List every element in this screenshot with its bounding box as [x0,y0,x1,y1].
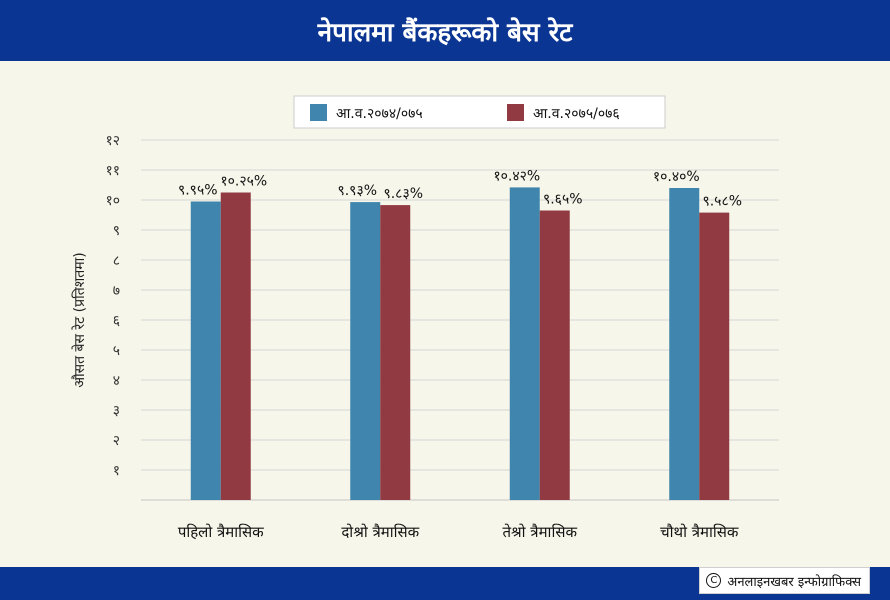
data-label: ९.५८% [702,194,742,210]
legend-label: आ.व.२०७४/०७५ [336,106,423,122]
x-category-label: तेश्रो त्रैमासिक [502,523,577,541]
x-category-label: चौथो त्रैमासिक [660,523,739,541]
bar-series-1 [509,187,540,500]
y-tick-label: ११ [105,163,120,179]
y-tick-label: ७ [113,283,120,299]
data-label: ९.९३% [337,183,377,199]
bar-series-2 [380,205,411,500]
bar-series-2 [220,192,251,500]
y-tick-label: ६ [113,313,120,329]
data-label: ९.८३% [383,186,423,202]
chart-title: नेपालमा बैंकहरूको बेस रेट [0,0,890,61]
copyright-icon: C [706,573,722,588]
legend-swatch [310,104,327,121]
y-tick-label: २ [113,433,120,449]
data-label: १०.४०% [653,169,700,185]
bar-series-2 [539,210,570,500]
legend-swatch [507,104,524,121]
bar-series-1 [350,202,381,500]
y-axis-title: औसत बेस रेट (प्रतिशतमा) [71,252,88,387]
y-tick-label: १ [113,463,120,479]
data-label: ९.६५% [543,192,583,208]
y-tick-label: १२ [105,133,120,149]
credit-text: अनलाइनखबर इन्फोग्राफिक्स [727,574,861,590]
bar-series-2 [699,212,730,500]
y-tick-label: ५ [113,343,120,359]
bar-series-1 [190,201,221,500]
data-label: १०.२५% [220,174,267,190]
bar-series-1 [669,188,700,500]
legend-label: आ.व.२०७५/०७६ [533,106,620,122]
y-tick-label: ४ [113,373,120,389]
x-category-label: दोश्रो त्रैमासिक [341,523,419,541]
legend-box [293,95,666,129]
y-tick-label: १० [105,193,120,209]
data-label: ९.९५% [178,183,218,199]
y-tick-label: ९ [113,223,120,239]
y-tick-label: ८ [113,253,120,269]
y-tick-label: ३ [113,403,120,419]
credit-badge: C अनलाइनखबर इन्फोग्राफिक्स [699,567,870,594]
data-label: १०.४२% [493,168,540,184]
x-category-label: पहिलो त्रैमासिक [178,523,264,541]
